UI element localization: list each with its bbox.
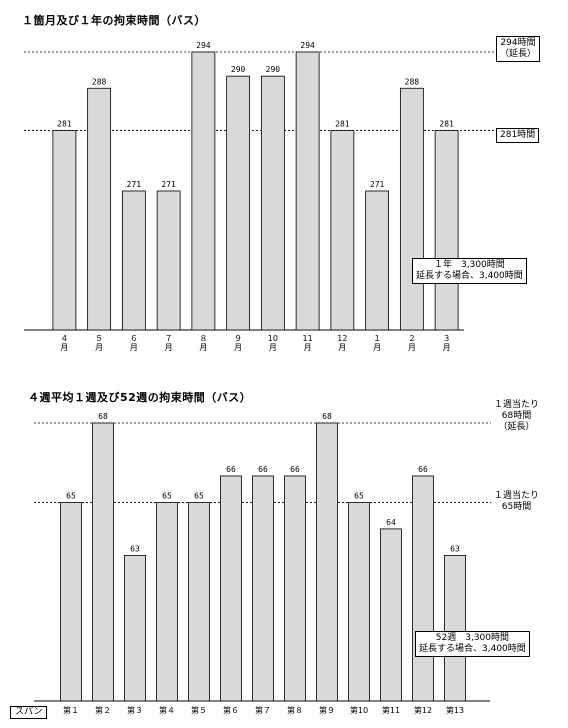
chart1-tick-label: 月	[408, 343, 416, 352]
chart2-data-label: 68	[98, 412, 108, 421]
chart1-ref-label-low: 281時間	[496, 128, 540, 143]
chart1-title: １箇月及び１年の拘束時間（バス）	[22, 14, 206, 27]
chart1-tick-label: ９	[234, 334, 242, 343]
chart2-bar	[92, 422, 114, 702]
chart2-tick-label: 第12	[414, 705, 432, 715]
chart1-ref-label-high: 294時間 （延長）	[496, 36, 541, 62]
chart1-bar	[191, 51, 216, 331]
chart2-bar	[156, 502, 178, 702]
chart1-annotation: １年 3,300時間 延長する場合、3,400時間	[412, 258, 527, 284]
chart2-data-label: 66	[290, 465, 300, 474]
chart1-data-label: 271	[127, 180, 142, 189]
chart1-bar	[87, 87, 112, 331]
chart1-data-label: 294	[300, 41, 315, 50]
chart2-tick-label: 第７	[255, 705, 271, 715]
chart1-tick-label: ２	[408, 334, 416, 343]
chart2-data-label: 63	[130, 544, 140, 553]
chart1-data-label: 290	[231, 65, 246, 74]
chart2-bar	[188, 502, 210, 702]
chart1-tick-label: 12	[337, 334, 347, 343]
chart1-data-label: 290	[266, 65, 281, 74]
chart2-bar	[124, 554, 146, 702]
chart1-bar	[226, 75, 251, 331]
chart1-tick-label: 月	[199, 343, 207, 352]
chart1-data-label: 281	[57, 120, 72, 129]
chart2-tick-label: 第11	[382, 705, 400, 715]
chart2-bar	[284, 475, 306, 702]
chart2-tick-label: 第６	[223, 705, 239, 715]
chart2-tick-label: 第13	[446, 705, 464, 715]
chart2-tick-label: 第８	[287, 705, 303, 715]
chart1-bar	[295, 51, 320, 331]
chart2-bar	[252, 475, 274, 702]
chart1-tick-label: １	[373, 334, 381, 343]
chart2-tick-label: 第３	[127, 705, 143, 715]
chart1-bar	[330, 130, 355, 331]
chart2-tick-label: 第１	[63, 705, 79, 715]
chart2-title: ４週平均１週及び52週の拘束時間（バス）	[28, 391, 252, 404]
chart2-data-label: 65	[194, 491, 204, 500]
chart1-data-label: 288	[92, 77, 107, 86]
chart2-data-label: 68	[322, 412, 332, 421]
chart2-data-label: 66	[418, 465, 428, 474]
chart2-tick-label: 第２	[95, 705, 111, 715]
chart1-bar	[121, 190, 146, 331]
chart1-data-label: 271	[161, 180, 176, 189]
chart2-ref-label-low: １週当たり 65時間	[491, 490, 543, 514]
chart1-tick-label: 月	[95, 343, 103, 352]
chart2-data-label: 66	[258, 465, 268, 474]
chart1-data-label: 271	[370, 180, 385, 189]
chart1-bar	[52, 130, 77, 331]
chart1-tick-label: 月	[304, 343, 312, 352]
chart1-bar	[260, 75, 285, 331]
chart2-data-label: 65	[162, 491, 172, 500]
chart1-tick-label: ５	[95, 334, 103, 343]
chart2-bar	[60, 502, 82, 702]
chart1-tick-label: ８	[199, 334, 207, 343]
chart1-data-label: 288	[405, 77, 420, 86]
chart1-tick-label: 月	[443, 343, 451, 352]
chart2-bar	[316, 422, 338, 702]
chart1-tick-label: ３	[443, 334, 451, 343]
chart1-tick-label: 月	[60, 343, 68, 352]
chart1-tick-label: 月	[165, 343, 173, 352]
chart1-tick-label: 月	[234, 343, 242, 352]
chart2-tick-label: 第５	[191, 705, 207, 715]
chart2-annotation: 52週 3,300時間 延長する場合、3,400時間	[415, 631, 530, 657]
chart2-data-label: 65	[66, 491, 76, 500]
chart1-data-label: 281	[439, 120, 454, 129]
chart2-bar	[380, 528, 402, 702]
chart1-bar	[156, 190, 181, 331]
chart1-tick-label: 月	[269, 343, 277, 352]
chart1-tick-label: 月	[130, 343, 138, 352]
chart1-bar	[365, 190, 390, 331]
chart1-tick-label: ４	[60, 334, 68, 343]
chart2-bar	[348, 502, 370, 702]
chart2-tick-label: 第９	[319, 705, 335, 715]
chart1-tick-label: ７	[165, 334, 173, 343]
chart1-tick-label: ６	[130, 334, 138, 343]
chart1-tick-label: 10	[268, 334, 278, 343]
chart2-bar	[220, 475, 242, 702]
chart2-tick-label: 第４	[159, 705, 175, 715]
chart2-span-label: スパン	[10, 706, 48, 719]
chart2-ref-label-high: １週当たり 68時間 （延長）	[491, 399, 543, 434]
chart2-bar	[444, 554, 466, 702]
chart1-data-label: 294	[196, 41, 211, 50]
chart1-tick-label: 月	[373, 343, 381, 352]
chart2-data-label: 65	[354, 491, 364, 500]
chart1-tick-label: 11	[303, 334, 313, 343]
chart2-bar	[412, 475, 434, 702]
chart2-data-label: 66	[226, 465, 236, 474]
chart2-data-label: 64	[386, 518, 396, 527]
chart2-tick-label: 第10	[350, 705, 368, 715]
chart2-data-label: 63	[450, 544, 460, 553]
chart1-tick-label: 月	[338, 343, 346, 352]
chart1-data-label: 281	[335, 120, 350, 129]
